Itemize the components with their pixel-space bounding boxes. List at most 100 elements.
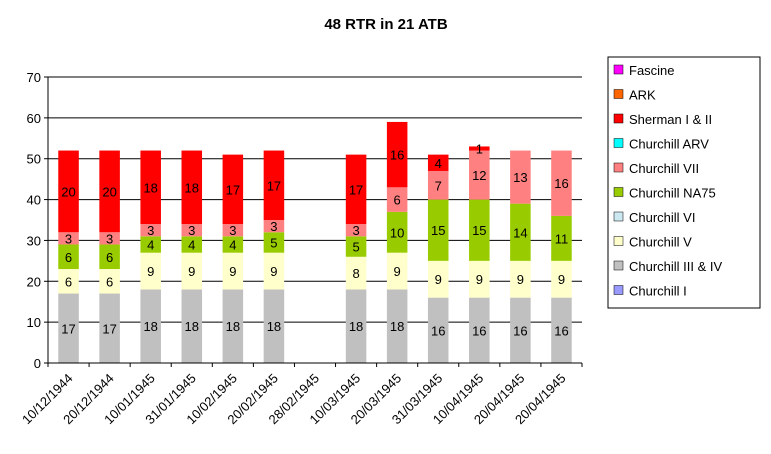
y-tick-label: 70 bbox=[27, 70, 41, 85]
data-label: 3 bbox=[188, 223, 195, 238]
x-axis: 10/12/194420/12/194410/01/194531/01/1945… bbox=[19, 362, 583, 427]
y-tick-label: 60 bbox=[27, 111, 41, 126]
bar-segment bbox=[510, 297, 531, 363]
data-label: 18 bbox=[185, 180, 199, 195]
bar-segment bbox=[140, 289, 161, 363]
bar-segment bbox=[58, 232, 79, 245]
bar-segment bbox=[222, 236, 244, 253]
bar-segment bbox=[510, 203, 531, 261]
bar-segment bbox=[222, 289, 244, 363]
legend-item: Churchill VII bbox=[629, 161, 699, 176]
bars: 1766320176632018943181894318189431718953… bbox=[58, 121, 572, 363]
y-axis: 0 10 20 30 40 50 60 70 bbox=[27, 70, 49, 371]
data-label: 17 bbox=[102, 321, 116, 336]
data-label: 12 bbox=[472, 168, 486, 183]
bar-segment bbox=[140, 236, 161, 253]
bar-segment bbox=[181, 289, 203, 363]
bar-segment bbox=[386, 187, 408, 212]
data-label: 6 bbox=[65, 250, 72, 265]
bar-segment bbox=[345, 154, 367, 225]
legend-swatch bbox=[613, 285, 624, 295]
bar-segment bbox=[58, 150, 79, 233]
data-label: 16 bbox=[390, 148, 404, 163]
y-tick-label: 0 bbox=[34, 356, 41, 371]
bar-segment bbox=[263, 150, 285, 220]
data-label: 6 bbox=[106, 274, 113, 289]
bar-segment bbox=[345, 256, 367, 290]
legend-item: Churchill NA75 bbox=[629, 186, 716, 201]
data-label: 18 bbox=[349, 319, 363, 334]
data-label: 3 bbox=[270, 219, 277, 234]
legend-swatch bbox=[613, 64, 624, 75]
data-label: 17 bbox=[349, 182, 363, 197]
bar-segment bbox=[99, 293, 120, 363]
legend: Fascine ARK Sherman I & II Churchill ARV Chu… bbox=[607, 56, 761, 309]
data-label: 5 bbox=[352, 240, 359, 255]
data-label: 4 bbox=[147, 238, 154, 253]
legend-item: Churchill I bbox=[629, 284, 687, 299]
data-label: 16 bbox=[431, 323, 445, 338]
data-label: 6 bbox=[65, 274, 72, 289]
bar-segment bbox=[263, 252, 285, 290]
bar-segment bbox=[386, 252, 408, 290]
data-label: 9 bbox=[476, 272, 483, 287]
data-label: 1 bbox=[476, 142, 483, 157]
data-label: 5 bbox=[270, 235, 277, 250]
bar-segment bbox=[345, 289, 367, 363]
data-label: 3 bbox=[352, 223, 359, 238]
data-label: 16 bbox=[472, 323, 486, 338]
bar-segment bbox=[427, 170, 449, 200]
data-label: 9 bbox=[517, 272, 524, 287]
data-label: 17 bbox=[61, 321, 75, 336]
legend-item: Churchill ARV bbox=[629, 137, 709, 152]
bar-segment bbox=[469, 260, 490, 298]
bar-segment bbox=[181, 252, 203, 290]
bar-segment bbox=[469, 146, 490, 151]
legend-swatch bbox=[613, 236, 624, 246]
data-label: 9 bbox=[435, 272, 442, 287]
bar-segment bbox=[181, 236, 203, 253]
legend-item: ARK bbox=[629, 88, 656, 103]
bar-segment bbox=[551, 150, 572, 216]
bar-segment bbox=[551, 260, 572, 298]
bar-segment bbox=[469, 297, 490, 363]
bar-segment bbox=[345, 224, 367, 237]
gridlines bbox=[48, 76, 582, 323]
data-label: 16 bbox=[554, 323, 568, 338]
bar-segment bbox=[427, 260, 449, 298]
bar-segment bbox=[222, 224, 244, 237]
bar-segment bbox=[140, 150, 161, 225]
data-label: 18 bbox=[185, 319, 199, 334]
bar-segment bbox=[140, 224, 161, 237]
legend-item: Sherman I & II bbox=[629, 112, 712, 127]
bar-segment bbox=[427, 297, 449, 363]
legend-swatch bbox=[613, 187, 624, 197]
data-label: 15 bbox=[431, 223, 445, 238]
data-label: 16 bbox=[554, 176, 568, 191]
legend-swatch bbox=[613, 260, 624, 271]
legend-swatch bbox=[613, 89, 624, 99]
chart-title: 48 RTR in 21 ATB bbox=[324, 16, 448, 33]
legend-item: Churchill VI bbox=[629, 210, 695, 225]
bar-segment bbox=[469, 199, 490, 261]
bar-segment bbox=[99, 244, 120, 270]
data-label: 16 bbox=[513, 323, 527, 338]
bar-segment bbox=[140, 252, 161, 290]
bar-segment bbox=[99, 150, 120, 233]
y-tick-label: 10 bbox=[27, 315, 41, 330]
data-label: 18 bbox=[226, 319, 240, 334]
data-label: 14 bbox=[513, 225, 527, 240]
data-label: 9 bbox=[188, 264, 195, 279]
legend-swatch bbox=[613, 162, 624, 173]
bar-segment bbox=[58, 269, 79, 294]
bar-segment bbox=[427, 154, 449, 171]
data-label: 9 bbox=[558, 272, 565, 287]
data-label: 7 bbox=[435, 178, 442, 193]
data-label: 15 bbox=[472, 223, 486, 238]
data-label: 3 bbox=[106, 231, 113, 246]
bar-segment bbox=[99, 232, 120, 245]
bar-segment bbox=[181, 150, 203, 225]
bar-segment bbox=[263, 289, 285, 363]
data-label: 18 bbox=[143, 319, 157, 334]
data-label: 3 bbox=[65, 231, 72, 246]
